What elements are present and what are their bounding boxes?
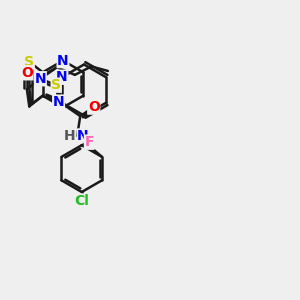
Text: F: F (85, 135, 94, 149)
Text: Cl: Cl (74, 194, 89, 208)
Text: O: O (88, 100, 100, 114)
Text: N: N (34, 72, 46, 86)
Text: N: N (57, 54, 69, 68)
Text: N: N (53, 95, 64, 109)
Text: S: S (51, 78, 61, 92)
Text: O: O (21, 66, 33, 80)
Text: N: N (56, 70, 68, 84)
Text: S: S (24, 55, 34, 69)
Text: H: H (64, 129, 76, 142)
Text: N: N (77, 129, 88, 142)
